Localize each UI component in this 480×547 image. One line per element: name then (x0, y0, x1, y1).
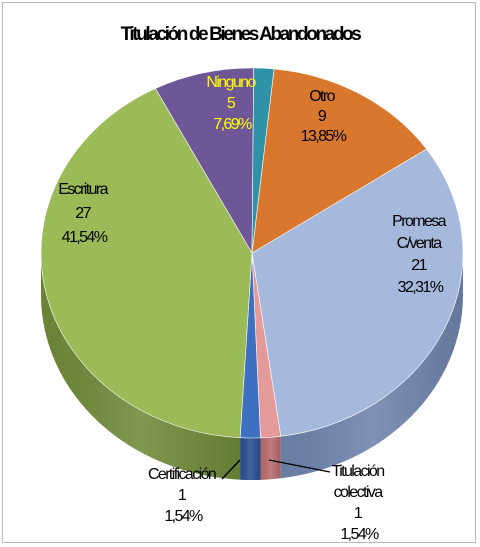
label-otro-name: Otro (309, 88, 335, 105)
pie-slice-unlabeled (251, 67, 275, 254)
label-escritura-value: 27 (75, 205, 91, 222)
pie-side-shade-certificaci-n (240, 437, 261, 481)
pie-slice-otro (251, 68, 428, 254)
leader-lines (221, 459, 331, 480)
label-escritura-name: Escritura (58, 181, 108, 198)
label-titulacion-value: 1 (354, 505, 363, 522)
chart-title: Titulación de Bienes Abandonados (121, 24, 362, 45)
leader-line-certificacion (221, 459, 241, 480)
label-certificacion-name: Certificación (148, 466, 216, 483)
label-titulacion-name-1: Titulación (332, 463, 385, 480)
pie-slice-promesa-c-venta (251, 148, 464, 437)
label-promesa-name-1: Promesa (392, 213, 447, 230)
label-promesa-name-2: C/venta (397, 235, 443, 252)
chart-frame: Titulación de Bienes Abandonados Otro 9 … (2, 2, 476, 543)
pie-side-shade-promesa-c-venta (280, 253, 463, 479)
label-ninguno-percent: 7,69% (213, 116, 252, 133)
label-certificacion-value: 1 (178, 487, 187, 504)
label-titulacion: Titulación colectiva 1 1,54% (332, 463, 387, 543)
pie-chart: Titulación de Bienes Abandonados Otro 9 … (40, 24, 464, 543)
label-otro: Otro 9 13,85% (301, 88, 347, 145)
pie-sides (41, 253, 463, 481)
label-certificacion-percent: 1,54% (164, 508, 203, 525)
pie-side-shade-escritura (41, 253, 241, 480)
label-titulacion-name-2: colectiva (334, 484, 384, 501)
label-ninguno: Ninguno 5 7,69% (206, 74, 257, 133)
label-promesa-value: 21 (411, 257, 427, 274)
label-certificacion: Certificación 1 1,54% (148, 466, 218, 525)
label-escritura-percent: 41,54% (62, 229, 108, 246)
label-ninguno-name: Ninguno (206, 74, 256, 91)
label-promesa-percent: 32,31% (398, 279, 444, 296)
label-escritura: Escritura 27 41,54% (58, 181, 110, 246)
label-titulacion-percent: 1,54% (340, 526, 379, 543)
leader-line-titulacion (268, 459, 331, 473)
label-promesa: Promesa C/venta 21 32,31% (392, 213, 448, 296)
pie-side-shade-titulaci-n-colectiva (260, 436, 281, 480)
label-ninguno-value: 5 (227, 95, 236, 112)
pie-slice-escritura (40, 88, 253, 439)
pie-slice-ninguno (155, 67, 255, 255)
pie-top (40, 67, 464, 439)
label-otro-percent: 13,85% (301, 128, 347, 145)
label-otro-value: 9 (318, 108, 327, 125)
